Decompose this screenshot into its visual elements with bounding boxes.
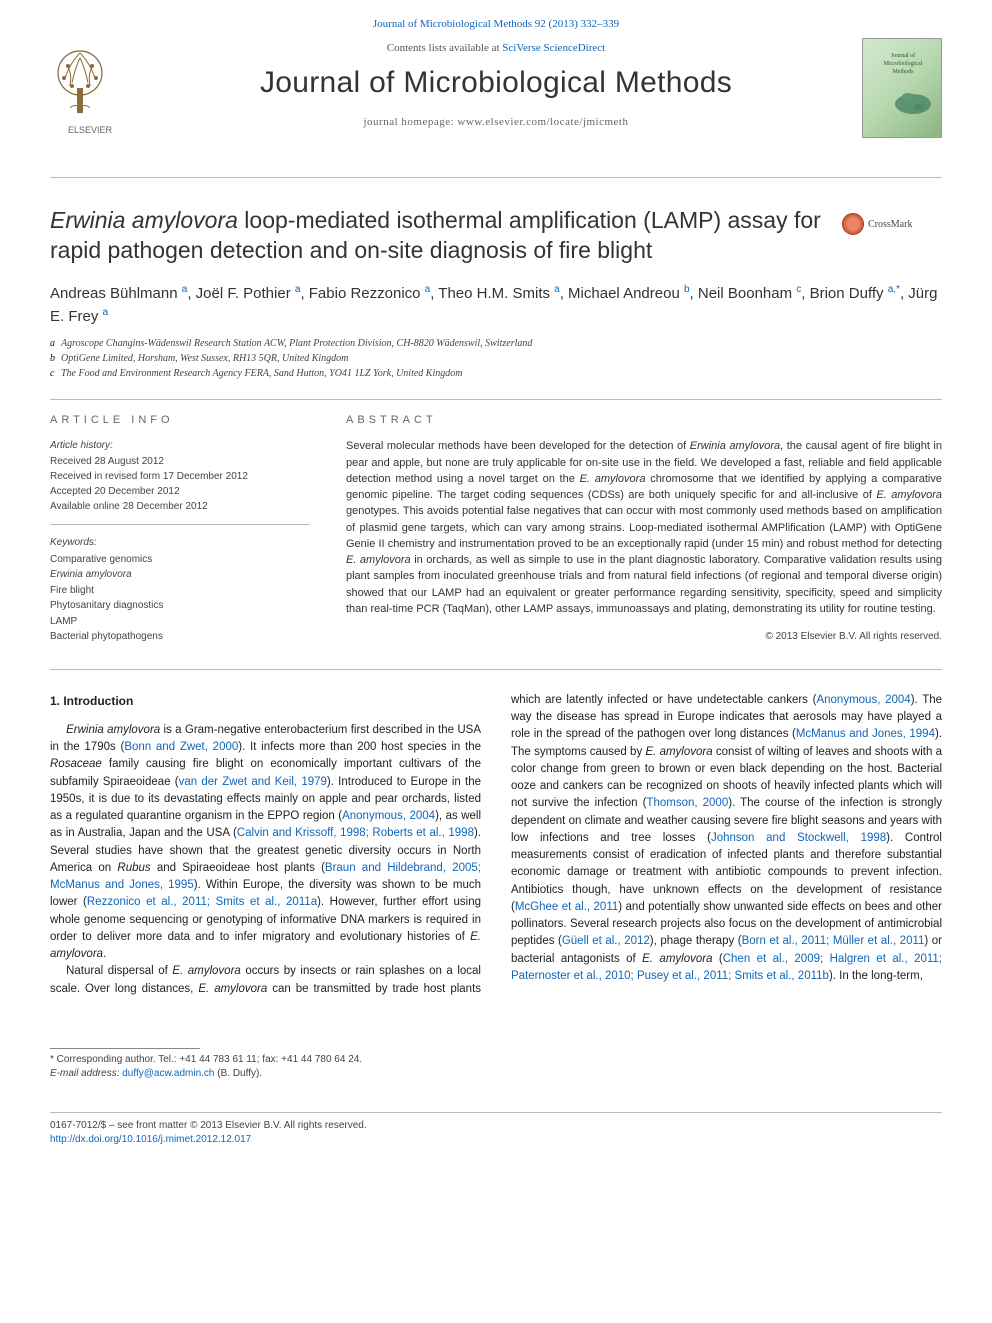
elsevier-wordmark: ELSEVIER [50, 125, 130, 135]
journal-header: ELSEVIER Contents lists available at Sci… [50, 38, 942, 178]
crossmark-label: CrossMark [868, 219, 912, 230]
journal-cover-icon: Journal of Microbiological Methods [863, 39, 943, 139]
corresponding-email[interactable]: duffy@acw.admin.ch [122, 1068, 214, 1079]
article-info-heading: article info [50, 414, 310, 426]
bottom-rule [50, 1112, 942, 1113]
section-heading-introduction: 1. Introduction [50, 692, 481, 710]
history-entry: Received in revised form 17 December 201… [50, 469, 310, 484]
svg-text:Methods: Methods [893, 69, 915, 75]
abstract-copyright: © 2013 Elsevier B.V. All rights reserved… [346, 631, 942, 642]
elsevier-tree-icon [50, 38, 110, 118]
keyword: Bacterial phytopathogens [50, 629, 310, 645]
svg-text:Microbiological: Microbiological [884, 61, 923, 67]
corresponding-author: * Corresponding author. Tel.: +41 44 783… [50, 1053, 942, 1068]
email-suffix: (B. Duffy). [215, 1068, 263, 1079]
journal-footer: 0167-7012/$ – see front matter © 2013 El… [50, 1119, 942, 1147]
article-history: Article history: Received 28 August 2012… [50, 438, 310, 645]
keyword: Phytosanitary diagnostics [50, 598, 310, 614]
author-list: Andreas Bühlmann a, Joël F. Pothier a, F… [50, 282, 942, 329]
footer-rule [50, 1048, 200, 1049]
sciencedirect-link[interactable]: SciVerse ScienceDirect [502, 42, 605, 54]
section-divider [50, 399, 942, 400]
keyword: LAMP [50, 614, 310, 630]
doi-link[interactable]: http://dx.doi.org/10.1016/j.mimet.2012.1… [50, 1134, 251, 1145]
history-entry: Available online 28 December 2012 [50, 499, 310, 514]
history-entry: Accepted 20 December 2012 [50, 484, 310, 499]
corresponding-author-block: * Corresponding author. Tel.: +41 44 783… [50, 1048, 942, 1082]
affiliation-row: aAgroscope Changins-Wädenswil Research S… [50, 336, 942, 351]
history-head: Article history: [50, 438, 310, 453]
affiliations: aAgroscope Changins-Wädenswil Research S… [50, 336, 942, 381]
intro-paragraph-1: Erwinia amylovora is a Gram-negative ent… [50, 722, 481, 964]
article-info-column: article info Article history: Received 2… [50, 414, 310, 645]
crossmark-badge[interactable]: CrossMark [842, 210, 942, 238]
affiliation-row: cThe Food and Environment Research Agenc… [50, 366, 942, 381]
keywords-block: Keywords: Comparative genomicsErwinia am… [50, 535, 310, 645]
keyword: Fire blight [50, 583, 310, 599]
abstract-text: Several molecular methods have been deve… [346, 438, 942, 617]
article-body: 1. Introduction Erwinia amylovora is a G… [50, 692, 942, 998]
abstract-column: abstract Several molecular methods have … [346, 414, 942, 645]
keywords-head: Keywords: [50, 535, 310, 551]
history-entry: Received 28 August 2012 [50, 454, 310, 469]
svg-text:Journal of: Journal of [891, 52, 915, 59]
journal-homepage: journal homepage: www.elsevier.com/locat… [50, 116, 942, 128]
keyword: Comparative genomics [50, 552, 310, 568]
contents-prefix: Contents lists available at [387, 42, 502, 54]
crossmark-icon [842, 213, 864, 235]
body-divider [50, 669, 942, 670]
front-matter: 0167-7012/$ – see front matter © 2013 El… [50, 1119, 942, 1133]
abstract-heading: abstract [346, 414, 942, 426]
journal-title: Journal of Microbiological Methods [50, 66, 942, 100]
corresponding-email-line: E-mail address: duffy@acw.admin.ch (B. D… [50, 1067, 942, 1082]
article-title-block: Erwinia amylovora loop-mediated isotherm… [50, 206, 942, 266]
affiliation-row: bOptiGene Limited, Horsham, West Sussex,… [50, 351, 942, 366]
citation-header: Journal of Microbiological Methods 92 (2… [0, 0, 992, 38]
citation-link[interactable]: Journal of Microbiological Methods 92 (2… [373, 18, 619, 30]
journal-cover-thumbnail: Journal of Microbiological Methods [862, 38, 942, 138]
email-label: E-mail address: [50, 1068, 122, 1079]
contents-line: Contents lists available at SciVerse Sci… [50, 42, 942, 54]
elsevier-logo: ELSEVIER [50, 38, 130, 148]
article-meta-row: article info Article history: Received 2… [50, 414, 942, 645]
keyword: Erwinia amylovora [50, 567, 310, 583]
article-title: Erwinia amylovora loop-mediated isotherm… [50, 206, 942, 266]
